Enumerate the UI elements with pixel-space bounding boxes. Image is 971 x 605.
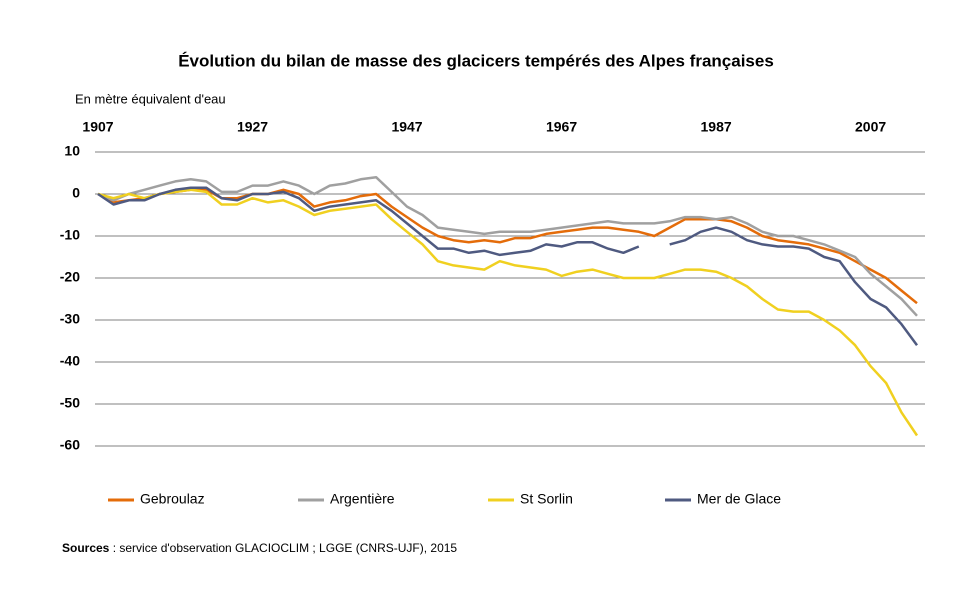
y-axis-label: En mètre équivalent d'eau xyxy=(75,91,226,106)
series-line xyxy=(97,188,919,437)
y-tick-label: 0 xyxy=(72,185,80,201)
legend-label: St Sorlin xyxy=(520,491,573,507)
series-line xyxy=(97,188,918,305)
x-tick-label: 2007 xyxy=(855,119,886,135)
x-tick-label: 1967 xyxy=(546,119,577,135)
y-tick-label: -20 xyxy=(60,269,80,285)
y-tick-label: -40 xyxy=(60,353,80,369)
source-label: Sources xyxy=(62,541,110,555)
series-line xyxy=(97,175,918,317)
y-tick-label: -50 xyxy=(60,395,80,411)
x-tick-label: 1907 xyxy=(82,119,113,135)
y-tick-label: 10 xyxy=(64,143,80,159)
y-tick-label: -10 xyxy=(60,227,80,243)
x-tick-label: 1927 xyxy=(237,119,268,135)
legend-label: Gebroulaz xyxy=(140,491,205,507)
x-tick-label: 1947 xyxy=(391,119,422,135)
legend-label: Mer de Glace xyxy=(697,491,781,507)
y-tick-label: -60 xyxy=(60,437,80,453)
source-text: : service d'observation GLACIOCLIM ; LGG… xyxy=(109,541,457,555)
legend-label: Argentière xyxy=(330,491,395,507)
x-tick-label: 1987 xyxy=(701,119,732,135)
chart-title: Évolution du bilan de masse des glacicer… xyxy=(178,51,774,70)
series-line xyxy=(97,186,919,346)
source: Sources : service d'observation GLACIOCL… xyxy=(62,541,457,555)
y-tick-label: -30 xyxy=(60,311,80,327)
